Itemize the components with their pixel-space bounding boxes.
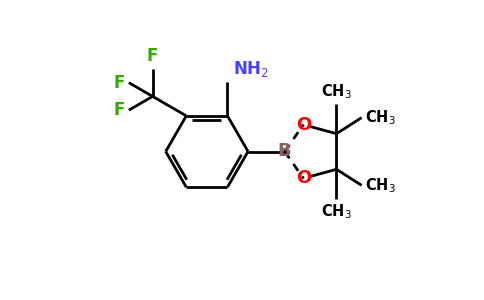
Text: CH$_3$: CH$_3$: [365, 176, 396, 195]
Text: CH$_3$: CH$_3$: [321, 82, 352, 101]
Text: F: F: [147, 47, 158, 65]
Text: O: O: [296, 169, 311, 188]
Text: NH$_2$: NH$_2$: [233, 59, 269, 79]
Text: F: F: [114, 101, 125, 119]
Text: CH$_3$: CH$_3$: [365, 108, 396, 127]
Text: F: F: [114, 74, 125, 92]
Text: B: B: [278, 142, 291, 160]
Text: O: O: [296, 116, 311, 134]
Text: CH$_3$: CH$_3$: [321, 202, 352, 221]
